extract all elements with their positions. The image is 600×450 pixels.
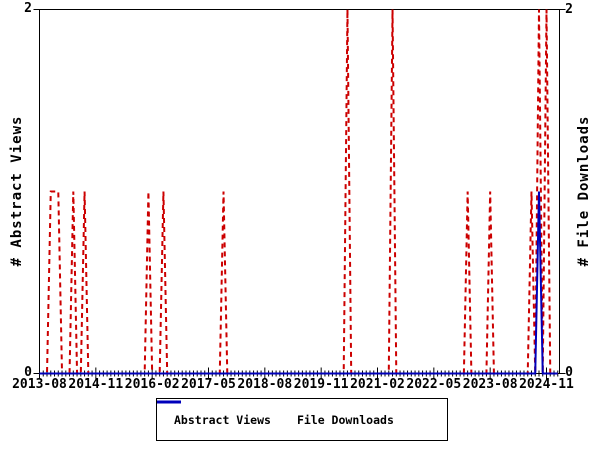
x-tick-label: 2017-05 (181, 377, 236, 392)
x-tick-label: 2022-05 (406, 377, 462, 392)
series-line-abstract-views (39, 9, 558, 375)
legend-label-file-downloads: File Downloads (296, 412, 394, 427)
y-tick-label-left-bottom: 0 (24, 365, 32, 380)
x-tick-label: 2014-11 (68, 377, 124, 392)
y-axis-label-left: # Abstract Views (9, 115, 25, 267)
x-tick-label: 2021-02 (350, 377, 405, 392)
x-tick-label: 2016-02 (124, 377, 180, 392)
series-line-file-downloads (39, 191, 558, 375)
legend-item-abstract-views: Abstract Views (157, 400, 271, 427)
legend-item-file-downloads: File Downloads (157, 400, 394, 427)
x-tick-label: 2023-08 (462, 377, 518, 392)
x-tick-label: 2018-08 (237, 377, 293, 392)
plot-border (39, 9, 560, 374)
legend: Abstract Views File Downloads (156, 398, 448, 441)
y-tick-label-right-top: 2 (565, 2, 573, 17)
x-tick-label: 2019-11 (293, 377, 349, 392)
x-tick-label: 2024-11 (519, 377, 574, 392)
y-tick-label-left-top: 2 (24, 1, 32, 16)
y-axis-label-right: # File Downloads (576, 115, 592, 267)
y-tick-label-right-bottom: 0 (565, 365, 573, 380)
legend-label-abstract-views: Abstract Views (174, 412, 271, 427)
x-tick-label: 2013-08 (12, 377, 67, 392)
